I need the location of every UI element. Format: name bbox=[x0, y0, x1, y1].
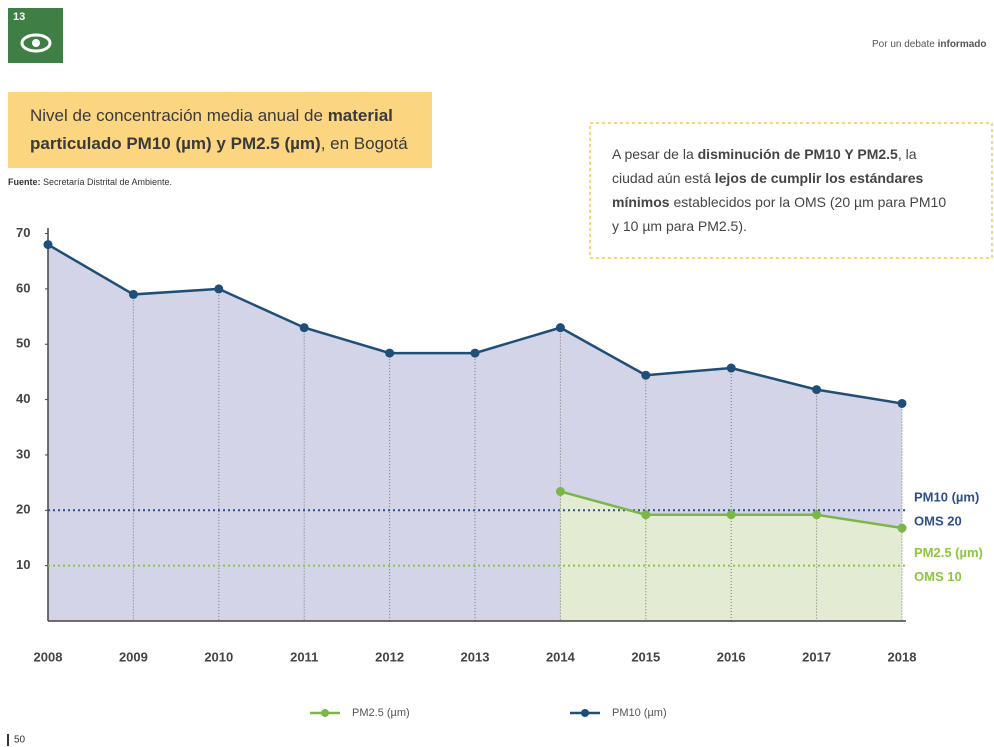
annotation-run: y 10 µm para PM2.5). bbox=[612, 218, 747, 234]
page-number: 50 bbox=[14, 735, 26, 746]
chart-title-run: , en Bogotá bbox=[321, 134, 409, 153]
point bbox=[726, 363, 736, 373]
tagline-run: Por un debate bbox=[872, 39, 938, 50]
x-tick-label: 2015 bbox=[631, 649, 660, 664]
annotation: A pesar de la disminución de PM10 Y PM2.… bbox=[612, 146, 917, 162]
annotation-run: lejos de cumplir los estándares bbox=[715, 170, 924, 186]
logo-icon bbox=[20, 33, 52, 53]
point bbox=[470, 348, 480, 358]
annotation-run: mínimos bbox=[612, 194, 670, 210]
x-tick-label: 2017 bbox=[802, 649, 831, 664]
chart-title: particulado PM10 (µm) y PM2.5 (µm), en B… bbox=[30, 134, 408, 153]
x-tick-label: 2013 bbox=[461, 649, 490, 664]
y-tick-label: 50 bbox=[16, 336, 30, 351]
point bbox=[641, 370, 651, 380]
x-tick-label: 2010 bbox=[204, 649, 233, 664]
annotation-box bbox=[589, 122, 993, 259]
point bbox=[897, 398, 907, 408]
y-tick-label: 30 bbox=[16, 446, 30, 461]
point bbox=[555, 323, 565, 333]
chart-title: Nivel de concentración media anual de ma… bbox=[30, 106, 393, 125]
legend-label: PM2.5 (µm) bbox=[352, 707, 410, 719]
y-tick-label: 20 bbox=[16, 502, 30, 517]
x-tick-label: 2008 bbox=[34, 649, 63, 664]
tagline: Por un debate informado bbox=[872, 39, 987, 50]
annotation: mínimos establecidos por la OMS (20 µm p… bbox=[612, 194, 946, 210]
reference-label: OMS 20 bbox=[914, 514, 962, 529]
chart-title-run: material bbox=[328, 106, 393, 125]
x-tick-label: 2016 bbox=[717, 649, 746, 664]
y-tick-label: 40 bbox=[16, 391, 30, 406]
y-tick-label: 60 bbox=[16, 280, 30, 295]
legend-marker bbox=[581, 709, 589, 717]
source-run: Secretaría Distrital de Ambiente. bbox=[41, 177, 173, 187]
tagline-run: informado bbox=[938, 39, 987, 50]
annotation-run: , la bbox=[898, 146, 917, 162]
legend-marker bbox=[321, 709, 329, 717]
source: Fuente: Secretaría Distrital de Ambiente… bbox=[8, 177, 172, 187]
point bbox=[812, 510, 822, 520]
annotation: ciudad aún está lejos de cumplir los est… bbox=[612, 170, 923, 186]
x-tick-label: 2014 bbox=[546, 649, 576, 664]
legend-label: PM10 (µm) bbox=[612, 707, 667, 719]
point bbox=[128, 289, 138, 299]
point bbox=[812, 385, 822, 395]
x-tick-label: 2012 bbox=[375, 649, 404, 664]
x-tick-label: 2018 bbox=[888, 649, 917, 664]
annotation-run: establecidos por la OMS (20 µm para PM10 bbox=[670, 194, 947, 210]
point bbox=[299, 323, 309, 333]
reference-label: PM10 (µm) bbox=[914, 490, 979, 505]
point bbox=[385, 348, 395, 358]
point bbox=[641, 510, 651, 520]
annotation-run: disminución de PM10 Y PM2.5 bbox=[698, 146, 898, 162]
point bbox=[555, 486, 565, 496]
logo-icon bbox=[32, 39, 40, 47]
x-tick-label: 2011 bbox=[290, 649, 318, 664]
annotation-run: A pesar de la bbox=[612, 146, 698, 162]
reference-label: PM2.5 (µm) bbox=[914, 545, 983, 560]
x-tick-label: 2009 bbox=[119, 649, 148, 664]
point bbox=[214, 284, 224, 294]
y-tick-label: 70 bbox=[16, 225, 30, 240]
point bbox=[726, 510, 736, 520]
y-tick-label: 10 bbox=[16, 557, 30, 572]
point bbox=[897, 523, 907, 533]
source-run: Fuente: bbox=[8, 177, 41, 187]
reference-label: OMS 10 bbox=[914, 569, 962, 584]
annotation: y 10 µm para PM2.5). bbox=[612, 218, 747, 234]
chart-title-run: particulado PM10 (µm) y PM2.5 (µm) bbox=[30, 134, 321, 153]
logo-number: 13 bbox=[13, 11, 25, 23]
title-box bbox=[8, 92, 432, 168]
chart-title-run: Nivel de concentración media anual de bbox=[30, 106, 328, 125]
point bbox=[43, 240, 53, 250]
annotation-run: ciudad aún está bbox=[612, 170, 715, 186]
